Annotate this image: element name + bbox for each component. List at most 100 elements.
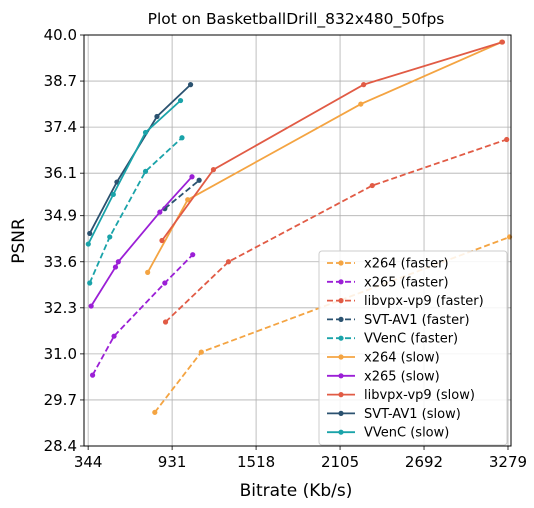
y-tick-label: 29.7 (44, 391, 77, 409)
data-point (115, 259, 121, 265)
data-point (361, 82, 367, 88)
legend-marker (338, 429, 344, 435)
series-line (91, 254, 194, 376)
legend-item: x265 (slow) (327, 369, 440, 384)
data-point (210, 167, 217, 173)
legend-label: libvpx-vp9 (faster) (364, 294, 484, 309)
y-tick-label: 38.7 (44, 72, 77, 90)
legend: x264 (faster) x265 (faster) libvpx-vp9 (fa… (318, 250, 508, 446)
series-1 (89, 252, 196, 378)
legend-marker (338, 410, 344, 416)
series-line (164, 179, 200, 210)
plot-frame (83, 34, 512, 447)
data-point (189, 174, 195, 180)
data-point (110, 191, 116, 198)
legend-marker (338, 373, 344, 379)
y-tick-label: 40.0 (44, 26, 77, 44)
data-point (111, 333, 117, 339)
data-point (177, 97, 184, 104)
y-tick-label: 32.3 (44, 299, 77, 317)
y-tick-label: 37.4 (44, 118, 77, 136)
data-point (162, 319, 169, 325)
data-point (185, 197, 191, 203)
data-point (142, 129, 149, 136)
data-point (499, 39, 506, 45)
data-point (162, 280, 168, 286)
x-tick-label: 2105 (321, 453, 359, 471)
series-line (146, 41, 503, 273)
data-point (159, 237, 165, 244)
x-tick-label: 1518 (237, 453, 275, 471)
ticks: 344 931 1518 2105 2692 3279 28.4 29.7 31.0 32.3 33… (44, 26, 527, 471)
series-7 (159, 39, 506, 244)
data-point (145, 269, 151, 275)
legend-label: x265 (slow) (364, 369, 440, 384)
y-tick-label: 28.4 (44, 437, 77, 455)
series-line (90, 176, 193, 307)
legend-label: VVenC (faster) (364, 332, 458, 347)
legend-marker (338, 279, 344, 285)
data-point (198, 349, 204, 355)
data-point (87, 230, 93, 237)
series-9 (85, 97, 184, 247)
data-point (88, 303, 94, 309)
data-point (112, 264, 119, 270)
legend-label: x264 (slow) (364, 351, 440, 366)
legend-label: x264 (faster) (364, 257, 449, 272)
y-tick-label: 36.1 (44, 164, 77, 182)
data-point (179, 135, 185, 141)
legend-item: x265 (faster) (327, 275, 449, 290)
grid (84, 34, 511, 447)
series-6 (88, 174, 195, 309)
x-axis-label: Bitrate (Kb/s) (240, 481, 353, 501)
legend-marker (338, 392, 344, 398)
x-tick-label: 931 (158, 453, 187, 471)
legend-marker (338, 316, 344, 322)
data-point (142, 168, 149, 175)
legend-label: SVT-AV1 (faster) (364, 313, 470, 328)
y-tick-label: 34.9 (44, 207, 77, 225)
data-point (154, 113, 160, 120)
data-point (187, 82, 194, 88)
y-axis-label: PSNR (9, 218, 29, 264)
data-point (190, 252, 196, 258)
legend-item: x264 (faster) (327, 257, 449, 272)
data-point (152, 409, 158, 415)
x-tick-label: 3279 (489, 453, 527, 471)
data-point (358, 101, 364, 107)
data-point (89, 372, 96, 378)
data-point (196, 177, 202, 183)
legend-item: SVT-AV1 (faster) (327, 313, 470, 328)
legend-label: x265 (faster) (364, 275, 449, 290)
legend-marker (338, 260, 344, 266)
series-line (164, 138, 507, 323)
series-line (87, 99, 182, 245)
series-5 (145, 39, 505, 275)
legend-label: libvpx-vp9 (slow) (364, 388, 475, 403)
legend-item: SVT-AV1 (slow) (327, 407, 461, 422)
series-4 (87, 135, 185, 286)
data-point (107, 234, 113, 240)
y-tick-label: 33.6 (44, 253, 77, 271)
series-line (88, 137, 183, 284)
legend-item: x264 (slow) (327, 351, 440, 366)
data-point (157, 209, 163, 215)
y-tick-label: 31.0 (44, 345, 77, 363)
legend-label: SVT-AV1 (slow) (364, 407, 461, 422)
x-tick-label: 344 (74, 453, 103, 471)
legend-item: libvpx-vp9 (faster) (327, 294, 484, 309)
legend-item: VVenC (faster) (327, 332, 458, 347)
legend-marker (338, 354, 344, 360)
legend-marker (338, 298, 344, 304)
chart-title: Plot on BasketballDrill_832x480_50fps (148, 10, 445, 29)
legend-label: VVenC (slow) (364, 426, 449, 441)
series-line (161, 41, 503, 242)
legend-item: VVenC (slow) (327, 426, 449, 441)
data-point (225, 259, 232, 265)
data-point (87, 280, 93, 286)
legend-marker (338, 335, 344, 341)
series-2 (162, 136, 510, 325)
legend-item: libvpx-vp9 (slow) (327, 388, 475, 403)
x-tick-label: 2692 (405, 453, 443, 471)
